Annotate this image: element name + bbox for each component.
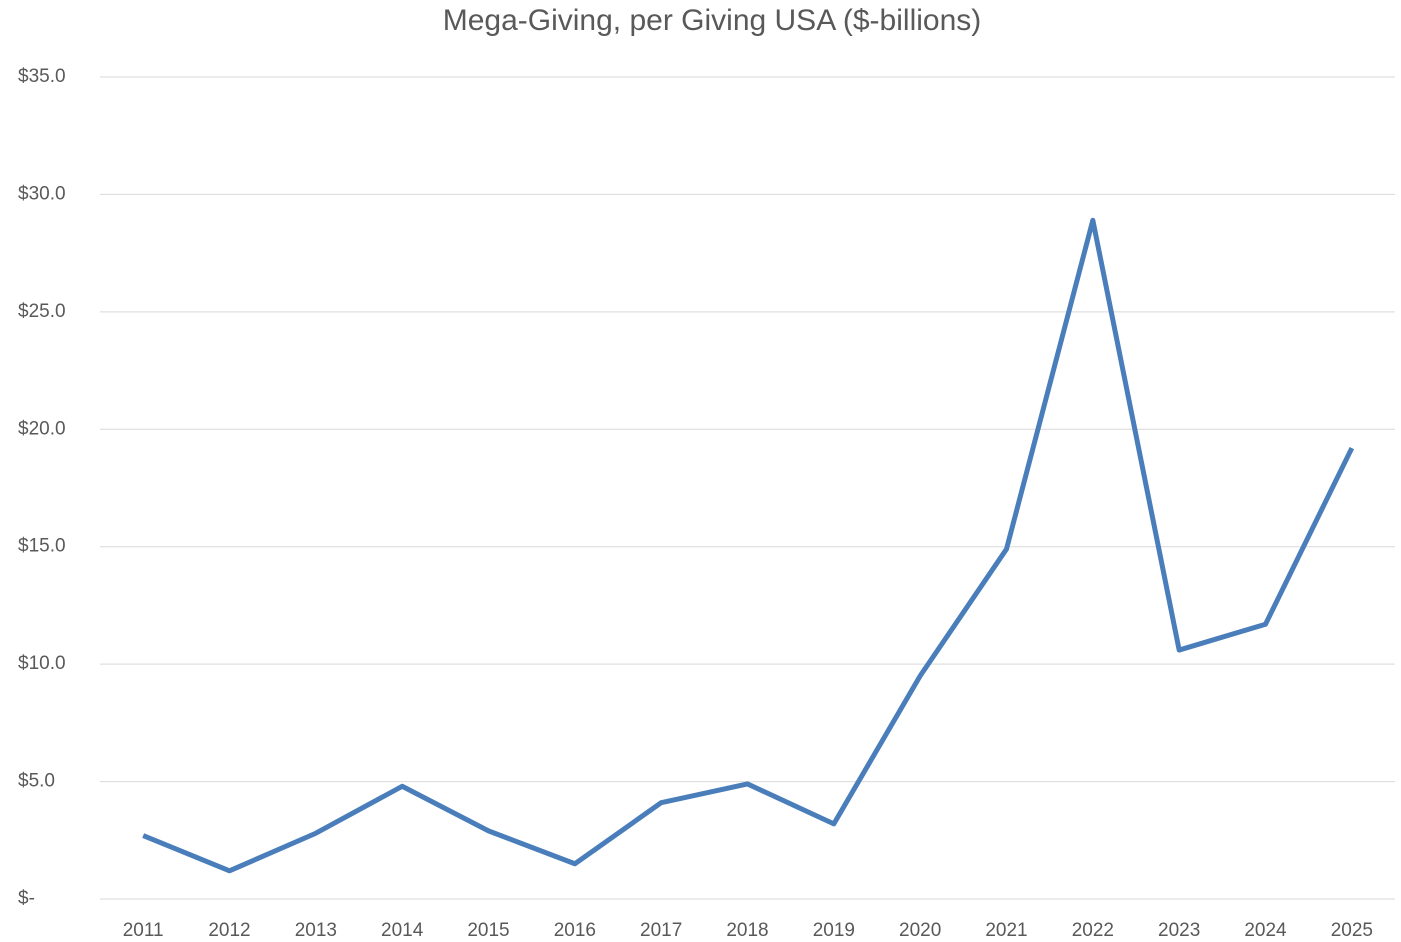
y-tick-label: $15.0 bbox=[18, 536, 66, 557]
x-tick-label: 2019 bbox=[813, 920, 855, 941]
x-tick-label: 2017 bbox=[640, 920, 682, 941]
x-tick-label: 2023 bbox=[1158, 920, 1200, 941]
x-tick-label: 2016 bbox=[554, 920, 596, 941]
y-tick-label: $5.0 bbox=[18, 771, 55, 792]
chart-title: Mega-Giving, per Giving USA ($-billions) bbox=[443, 4, 982, 37]
x-tick-label: 2022 bbox=[1072, 920, 1114, 941]
x-tick-label: 2011 bbox=[123, 920, 164, 941]
y-tick-label: $- bbox=[18, 888, 35, 909]
x-tick-label: 2012 bbox=[208, 920, 250, 941]
line-series bbox=[142, 217, 1355, 874]
x-tick-label: 2024 bbox=[1244, 920, 1287, 941]
y-tick-label: $25.0 bbox=[18, 301, 66, 322]
y-tick-label: $20.0 bbox=[18, 418, 66, 439]
x-tick-label: 2013 bbox=[295, 920, 337, 941]
x-tick-label: 2021 bbox=[985, 920, 1027, 941]
x-tick-label: 2015 bbox=[467, 920, 509, 941]
x-tick-label: 2020 bbox=[899, 920, 941, 941]
x-tick-label: 2014 bbox=[381, 920, 424, 941]
y-tick-label: $30.0 bbox=[18, 183, 66, 204]
x-tick-label: 2025 bbox=[1331, 920, 1373, 941]
y-tick-label: $10.0 bbox=[18, 653, 66, 674]
x-tick-label: 2018 bbox=[726, 920, 768, 941]
y-tick-label: $35.0 bbox=[18, 66, 66, 87]
